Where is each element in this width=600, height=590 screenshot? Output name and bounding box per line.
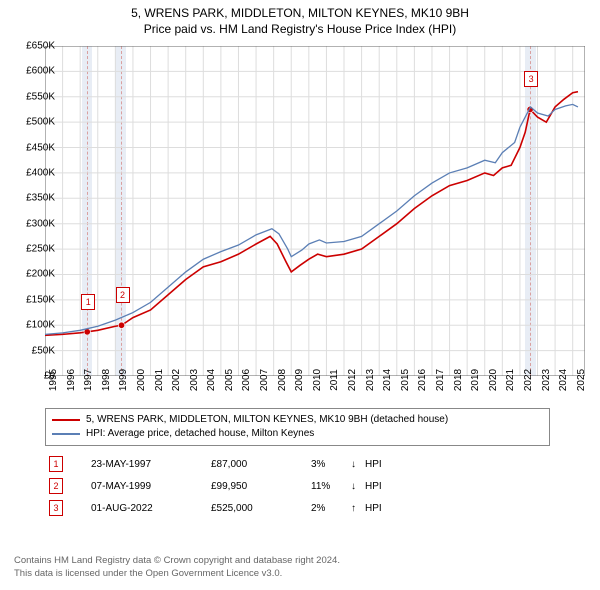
y-axis-tick: £300K [26,218,55,229]
event-hpi-label: HPI [365,481,382,492]
y-axis-tick: £50K [32,345,55,356]
y-axis-tick: £200K [26,269,55,280]
event-price: £99,950 [211,481,311,492]
event-pct: 2% [311,503,351,514]
x-axis-tick: 2004 [206,369,217,391]
x-axis-tick: 2017 [435,369,446,391]
x-axis-tick: 2021 [505,369,516,391]
x-axis-tick: 2005 [224,369,235,391]
attribution: Contains HM Land Registry data © Crown c… [14,554,340,580]
arrow-icon: ↓ [351,481,365,492]
footer-line: Contains HM Land Registry data © Crown c… [14,554,340,567]
event-pct: 3% [311,459,351,470]
event-number: 1 [49,456,63,472]
y-axis-tick: £100K [26,320,55,331]
legend-text: 5, WRENS PARK, MIDDLETON, MILTON KEYNES,… [86,413,448,427]
x-axis-tick: 1996 [66,369,77,391]
event-price: £525,000 [211,503,311,514]
x-axis-tick: 2010 [312,369,323,391]
y-axis-tick: £550K [26,91,55,102]
x-axis-tick: 2003 [189,369,200,391]
x-axis-tick: 2008 [277,369,288,391]
x-axis-tick: 2025 [576,369,587,391]
chart-title-address: 5, WRENS PARK, MIDDLETON, MILTON KEYNES,… [0,6,600,20]
x-axis-tick: 2001 [154,369,165,391]
event-row: 1 23-MAY-1997£87,0003%↓HPI [45,456,550,472]
legend-row: HPI: Average price, detached house, Milt… [52,427,543,441]
event-marker-label: 1 [81,294,95,310]
x-axis-tick: 2012 [347,369,358,391]
event-date: 01-AUG-2022 [91,503,211,514]
event-number: 2 [49,478,63,494]
x-axis-tick: 2018 [453,369,464,391]
x-axis-tick: 2016 [417,369,428,391]
y-axis-tick: £150K [26,294,55,305]
y-axis-tick: £400K [26,167,55,178]
legend-swatch-blue [52,433,80,435]
arrow-icon: ↓ [351,459,365,470]
event-date: 07-MAY-1999 [91,481,211,492]
legend-swatch-red [52,419,80,421]
x-axis-tick: 2014 [382,369,393,391]
y-axis-tick: £600K [26,66,55,77]
y-axis-tick: £350K [26,193,55,204]
x-axis-tick: 2006 [241,369,252,391]
x-axis-tick: 2024 [558,369,569,391]
x-axis-tick: 2015 [400,369,411,391]
y-axis-tick: £650K [26,41,55,52]
x-axis-tick: 2009 [294,369,305,391]
x-axis-tick: 2000 [136,369,147,391]
event-date: 23-MAY-1997 [91,459,211,470]
chart-title-sub: Price paid vs. HM Land Registry's House … [0,22,600,36]
y-axis-tick: £450K [26,142,55,153]
event-hpi-label: HPI [365,459,382,470]
event-pct: 11% [311,481,351,492]
event-marker-label: 3 [524,71,538,87]
legend-row: 5, WRENS PARK, MIDDLETON, MILTON KEYNES,… [52,413,543,427]
y-axis-tick: £250K [26,244,55,255]
x-axis-tick: 2011 [329,369,340,391]
x-axis-tick: 2020 [488,369,499,391]
arrow-icon: ↑ [351,503,365,514]
event-table: 123-MAY-1997£87,0003%↓HPI207-MAY-1999£99… [45,450,550,522]
x-axis-tick: 2019 [470,369,481,391]
event-marker-label: 2 [116,287,130,303]
x-axis-tick: 2022 [523,369,534,391]
x-axis-tick: 1999 [118,369,129,391]
x-axis-tick: 1998 [101,369,112,391]
legend-text: HPI: Average price, detached house, Milt… [86,427,314,441]
event-hpi-label: HPI [365,503,382,514]
x-axis-tick: 1995 [48,369,59,391]
footer-line: This data is licensed under the Open Gov… [14,567,340,580]
chart-svg [45,46,585,376]
x-axis-tick: 2002 [171,369,182,391]
event-row: 3 01-AUG-2022£525,0002%↑HPI [45,500,550,516]
chart-plot-area: 1 2 3 [45,46,585,376]
x-axis-tick: 2007 [259,369,270,391]
event-row: 2 07-MAY-1999£99,95011%↓HPI [45,478,550,494]
x-axis-tick: 2023 [541,369,552,391]
y-axis-tick: £500K [26,117,55,128]
x-axis-tick: 2013 [365,369,376,391]
event-number: 3 [49,500,63,516]
event-price: £87,000 [211,459,311,470]
legend: 5, WRENS PARK, MIDDLETON, MILTON KEYNES,… [45,408,550,446]
x-axis-tick: 1997 [83,369,94,391]
